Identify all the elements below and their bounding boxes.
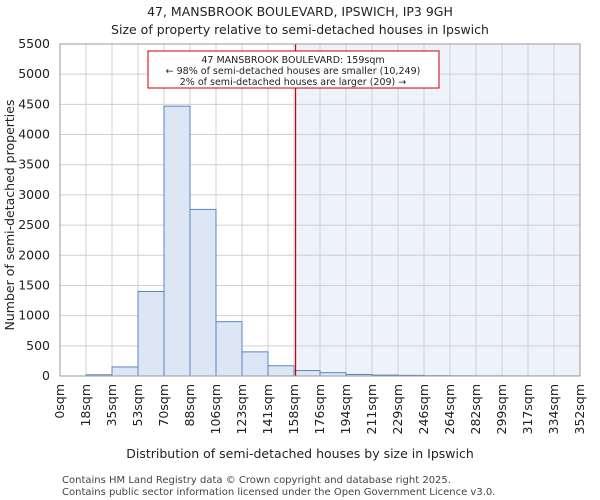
x-tick-label: 246sqm — [416, 384, 431, 434]
x-tick-label: 141sqm — [260, 384, 275, 434]
x-axis-label: Distribution of semi-detached houses by … — [126, 446, 474, 461]
histogram-bar — [241, 351, 269, 377]
x-tick-label: 211sqm — [364, 384, 379, 434]
histogram-bar — [111, 366, 139, 377]
histogram-bar — [163, 105, 191, 377]
bars-group — [85, 105, 581, 377]
histogram-bar — [267, 365, 295, 377]
histogram-bar — [215, 321, 243, 377]
chart-subtitle: Size of property relative to semi-detach… — [111, 22, 489, 37]
y-tick-label: 3000 — [18, 187, 50, 202]
y-tick-label: 5500 — [18, 36, 50, 51]
x-tick-label: 282sqm — [468, 384, 483, 434]
x-tick-label: 194sqm — [338, 384, 353, 434]
x-tick-label: 18sqm — [78, 384, 93, 427]
plot-frame — [59, 43, 581, 377]
x-tick-label: 0sqm — [52, 384, 67, 419]
y-tick-label: 4000 — [18, 127, 50, 142]
histogram-bar — [293, 370, 321, 377]
x-tick-label: 106sqm — [208, 384, 223, 434]
x-tick-label: 317sqm — [520, 384, 535, 434]
histogram-bar — [189, 208, 217, 377]
x-tick-labels: 0sqm 18sqm 35sqm 53sqm 70sqm 88sqm 106sqm 123sq… — [52, 384, 587, 434]
x-tick-label: 352sqm — [572, 384, 587, 434]
y-tick-label: 500 — [26, 338, 50, 353]
x-tick-label: 229sqm — [390, 384, 405, 434]
y-tick-label: 1000 — [18, 308, 50, 323]
annotation-box: 47 MANSBROOK BOULEVARD: 159sqm ← 98% of … — [147, 50, 440, 89]
y-tick-label: 4500 — [18, 96, 50, 111]
y-tick-label: 0 — [42, 368, 50, 383]
histogram-bar — [137, 290, 165, 377]
x-tick-label: 53sqm — [130, 384, 145, 427]
annotation-line-2: ← 98% of semi-detached houses are smalle… — [166, 66, 421, 77]
chart-title: 47, MANSBROOK BOULEVARD, IPSWICH, IP3 9G… — [147, 4, 453, 19]
larger-properties-region — [295, 44, 580, 376]
footer-line-2: Contains public sector information licen… — [62, 487, 495, 498]
y-tick-labels: 0 500 1000 1500 2000 2500 3000 3500 4000 4500 5000… — [18, 36, 50, 383]
footer-line-1: Contains HM Land Registry data © Crown c… — [62, 475, 451, 486]
y-tick-label: 3500 — [18, 157, 50, 172]
x-tick-label: 299sqm — [494, 384, 509, 434]
x-tick-label: 70sqm — [156, 384, 171, 427]
annotation-line-1: 47 MANSBROOK BOULEVARD: 159sqm — [201, 55, 384, 66]
y-tick-label: 2000 — [18, 247, 50, 262]
y-tick-label: 2500 — [18, 217, 50, 232]
x-tick-label: 35sqm — [104, 384, 119, 427]
annotation-line-3: 2% of semi-detached houses are larger (2… — [180, 77, 407, 88]
x-tick-label: 123sqm — [234, 384, 249, 434]
y-axis-label: Number of semi-detached properties — [2, 100, 17, 331]
x-tick-label: 264sqm — [442, 384, 457, 434]
y-tick-label: 1500 — [18, 277, 50, 292]
x-tick-label: 176sqm — [312, 384, 327, 434]
y-tick-label: 5000 — [18, 66, 50, 81]
annotation-frame — [147, 50, 440, 89]
x-tick-label: 88sqm — [182, 384, 197, 427]
x-tick-label: 158sqm — [286, 384, 301, 434]
x-tick-label: 334sqm — [546, 384, 561, 434]
